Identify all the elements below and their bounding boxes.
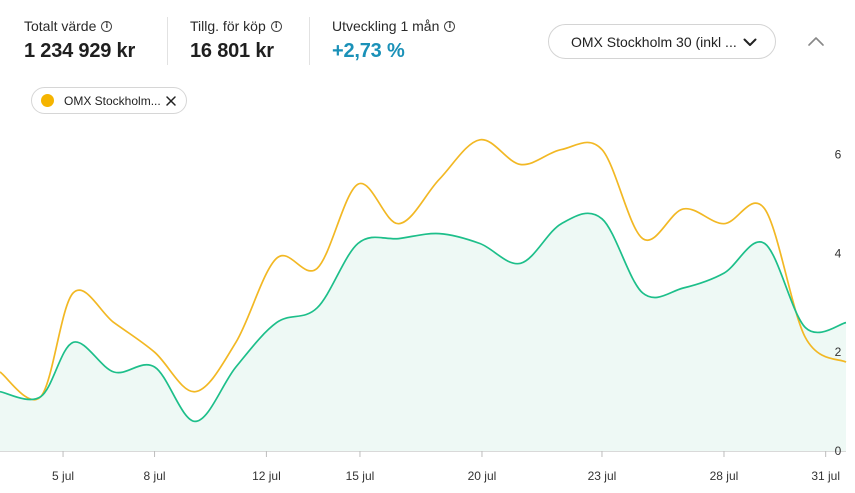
portfolio-area xyxy=(0,213,846,451)
development-amount: +2,73 % xyxy=(332,40,405,62)
index-select-value: OMX Stockholm 30 (inkl ... xyxy=(571,33,737,50)
y-tick-label: 2 xyxy=(835,345,842,359)
x-tick-label: 8 jul xyxy=(144,469,166,483)
portfolio-line xyxy=(0,212,847,423)
total-value-amount: 1 234 929 kr xyxy=(24,40,136,62)
total-value-stat: Totalt värde i 1 234 929 kr xyxy=(24,18,135,63)
divider xyxy=(309,17,310,65)
y-tick-label: 0 xyxy=(835,444,842,458)
x-tick-label: 23 jul xyxy=(588,469,617,483)
development-stat: Utveckling 1 mån i +2,73 % xyxy=(332,18,456,63)
total-value-label: Totalt värde xyxy=(24,18,97,34)
available-amount: 16 801 kr xyxy=(190,40,274,62)
x-tick-label: 20 jul xyxy=(468,469,497,483)
chevron-down-icon xyxy=(743,38,757,46)
y-tick-label: 6 xyxy=(835,148,842,162)
x-tick-label: 12 jul xyxy=(252,469,281,483)
available-stat: Tillg. för köp i 16 801 kr xyxy=(190,18,282,63)
comparison-chip[interactable]: OMX Stockholm... xyxy=(31,87,187,114)
performance-chart: 0 2 4 6 5 jul 8 jul 12 jul 15 jul 20 jul 23 jul 28… xyxy=(0,138,847,483)
development-label: Utveckling 1 mån xyxy=(332,18,440,34)
portfolio-stats: Totalt värde i 1 234 929 kr Tillg. för k… xyxy=(0,0,520,90)
info-icon[interactable]: i xyxy=(270,20,282,32)
index-line xyxy=(0,138,847,401)
divider xyxy=(167,17,168,65)
x-tick-label: 5 jul xyxy=(52,469,74,483)
info-icon[interactable]: i xyxy=(444,20,456,32)
x-tick-label: 31 jul xyxy=(811,469,840,483)
series-color-dot xyxy=(41,94,54,107)
comparison-chip-label: OMX Stockholm... xyxy=(64,93,161,108)
x-tick-label: 15 jul xyxy=(346,469,375,483)
collapse-button[interactable] xyxy=(804,31,828,51)
index-select-dropdown[interactable]: OMX Stockholm 30 (inkl ... xyxy=(548,24,776,59)
chevron-up-icon xyxy=(808,37,824,46)
x-tick-label: 28 jul xyxy=(710,469,739,483)
close-icon[interactable] xyxy=(164,94,178,108)
y-tick-label: 4 xyxy=(835,246,842,260)
info-icon[interactable]: i xyxy=(101,20,113,32)
available-label: Tillg. för köp xyxy=(190,18,266,34)
